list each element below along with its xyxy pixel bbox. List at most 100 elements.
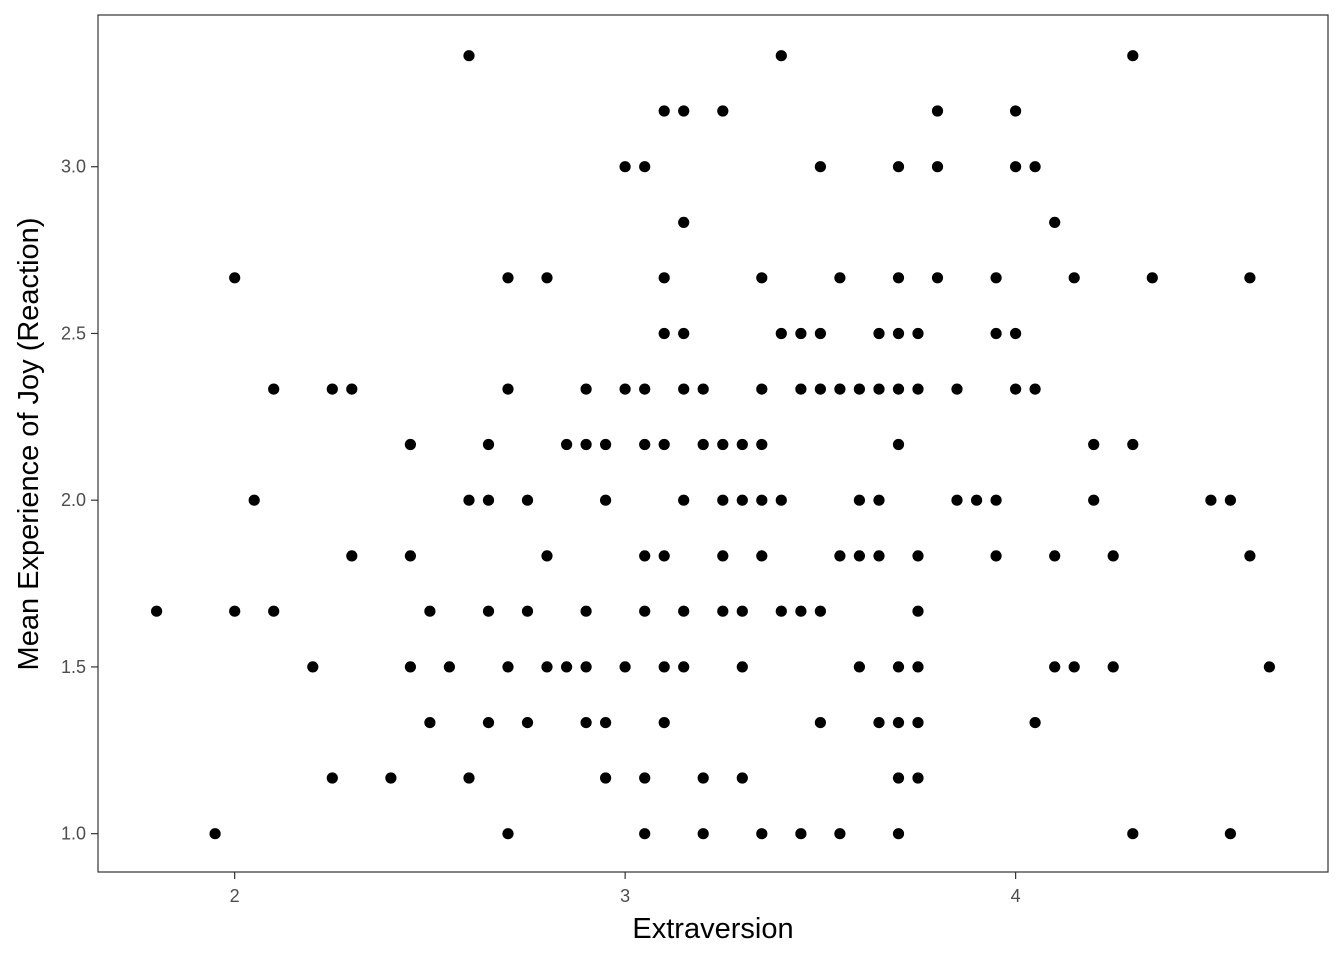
data-point — [619, 661, 631, 673]
data-point — [756, 383, 768, 395]
data-point — [268, 383, 280, 395]
data-point — [951, 494, 963, 506]
data-point — [307, 661, 319, 673]
data-point — [892, 383, 905, 395]
data-point — [1010, 105, 1022, 117]
data-point — [482, 494, 495, 506]
data-point — [775, 327, 787, 340]
data-point — [853, 661, 866, 673]
x-axis-ticks: 2 3 4 — [230, 872, 1021, 906]
data-point — [502, 383, 514, 395]
data-point — [1088, 494, 1100, 506]
data-point — [658, 717, 670, 729]
data-point — [892, 272, 905, 284]
data-point — [326, 772, 338, 784]
data-point — [658, 438, 670, 451]
data-point — [814, 605, 827, 617]
data-point — [990, 272, 1002, 284]
data-point — [912, 661, 924, 673]
data-point — [639, 772, 651, 784]
data-point — [892, 161, 905, 173]
data-point — [892, 438, 905, 451]
data-point — [326, 383, 338, 395]
data-point — [229, 272, 241, 284]
data-point — [931, 161, 944, 173]
data-point — [853, 494, 866, 506]
data-point — [424, 717, 436, 729]
data-point — [873, 717, 885, 729]
data-point — [482, 605, 495, 617]
data-point — [912, 383, 924, 395]
data-point — [892, 772, 905, 784]
data-point — [892, 327, 905, 340]
data-point — [1224, 828, 1236, 840]
data-point — [151, 605, 163, 617]
data-point — [990, 327, 1002, 340]
data-point — [1029, 717, 1041, 729]
data-point — [229, 605, 241, 617]
data-point — [1127, 50, 1139, 62]
data-point — [756, 550, 768, 562]
data-point — [521, 605, 534, 617]
data-point — [502, 661, 514, 673]
data-point — [1088, 438, 1100, 451]
data-point — [775, 605, 787, 617]
data-point — [912, 327, 924, 340]
data-point — [951, 383, 963, 395]
data-point — [1029, 161, 1041, 173]
y-tick-label: 1.5 — [61, 657, 86, 677]
data-point — [502, 272, 514, 284]
data-point — [717, 105, 729, 117]
data-point — [931, 272, 944, 284]
data-point — [971, 494, 983, 506]
data-point — [385, 772, 397, 784]
data-point — [580, 605, 592, 617]
data-point — [619, 383, 631, 395]
y-tick-label: 2.5 — [61, 323, 86, 343]
data-point — [795, 383, 807, 395]
y-tick-label: 3.0 — [61, 157, 86, 177]
data-point — [756, 828, 768, 840]
data-point — [736, 438, 748, 451]
data-point — [1127, 828, 1139, 840]
y-axis-ticks: 1.0 1.5 2.0 2.5 3.0 — [61, 157, 98, 844]
data-point — [717, 438, 729, 451]
data-point — [580, 383, 592, 395]
data-point — [717, 494, 729, 506]
data-point — [404, 661, 416, 673]
data-point — [775, 494, 787, 506]
data-point — [658, 105, 670, 117]
data-point — [892, 661, 905, 673]
data-point — [639, 161, 651, 173]
data-point — [639, 605, 651, 617]
data-point — [346, 383, 358, 395]
data-point — [1127, 438, 1139, 451]
data-point — [892, 717, 905, 729]
data-point — [248, 494, 260, 506]
data-point — [561, 661, 573, 673]
data-point — [756, 494, 768, 506]
data-point — [814, 161, 827, 173]
data-point — [892, 828, 905, 840]
data-point — [697, 438, 709, 451]
data-point — [1205, 494, 1217, 506]
data-point — [1010, 383, 1022, 395]
data-point — [912, 605, 924, 617]
data-point — [521, 717, 534, 729]
data-point — [600, 494, 612, 506]
data-point — [814, 327, 827, 340]
data-point — [912, 717, 924, 729]
data-point — [1244, 550, 1256, 562]
points-layer — [151, 50, 1275, 840]
data-point — [482, 717, 495, 729]
data-point — [600, 772, 612, 784]
data-point — [600, 438, 612, 451]
data-point — [639, 550, 651, 562]
data-point — [600, 717, 612, 729]
data-point — [346, 550, 358, 562]
data-point — [463, 50, 475, 62]
data-point — [990, 494, 1002, 506]
x-tick-label: 4 — [1011, 886, 1021, 906]
data-point — [736, 772, 748, 784]
